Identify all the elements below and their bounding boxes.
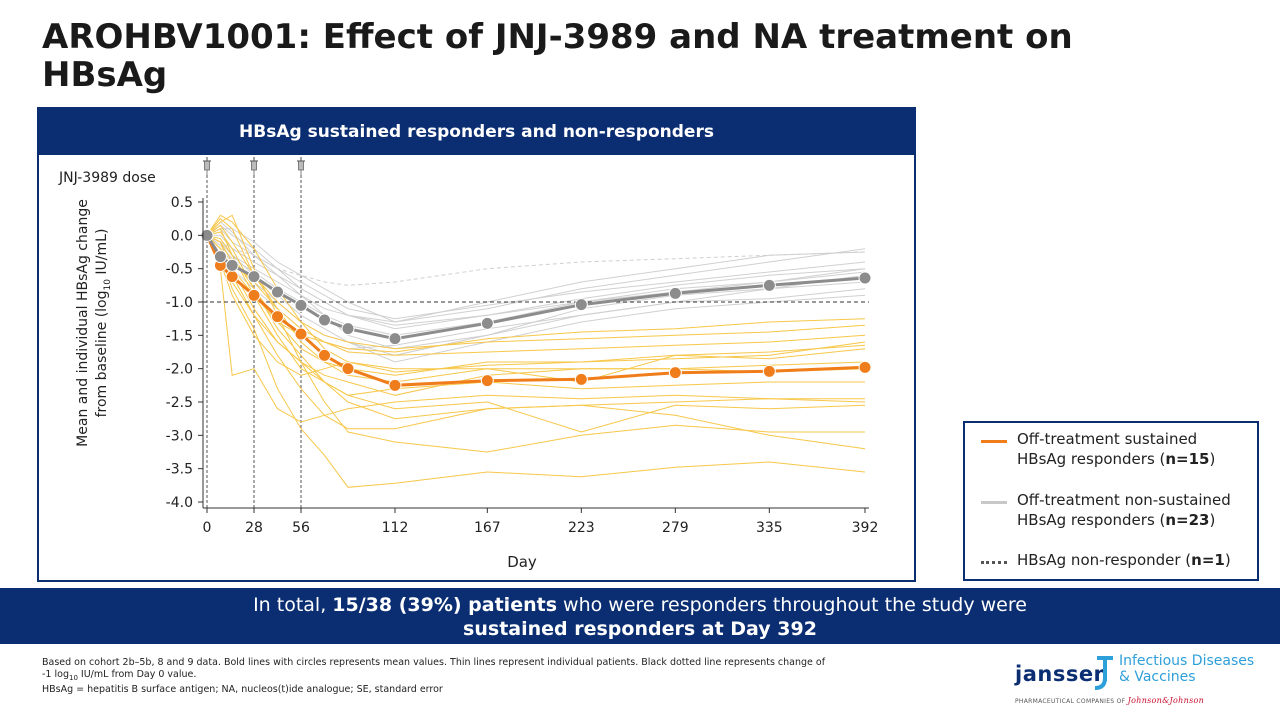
mean-non-sustained-point (341, 322, 355, 336)
individual-non-responder-dashed-line (206, 234, 866, 286)
x-tick-label: 167 (474, 520, 501, 536)
individual-responder-line (206, 231, 866, 376)
syringe-icon (297, 157, 305, 175)
x-tick-label: 0 (203, 520, 212, 536)
legend-item-non-sustained: Off-treatment non-sustained HBsAg respon… (981, 490, 1231, 530)
y-tick-label: -2.5 (166, 395, 193, 411)
mean-responder-point (294, 327, 308, 341)
mean-non-sustained-point (294, 298, 308, 312)
x-axis-label: Day (507, 553, 537, 571)
mean-responder-point (388, 378, 402, 392)
legend-item-responders: Off-treatment sustained HBsAg responders… (981, 429, 1215, 469)
individual-responder-line (206, 214, 865, 453)
mean-responder-line (205, 234, 866, 387)
footnote-line1: Based on cohort 2b–5b, 8 and 9 data. Bol… (42, 657, 826, 668)
mean-responder-point (247, 288, 261, 302)
mean-responder-point (225, 270, 239, 284)
legend-nonresp-label: HBsAg non-responder (n=1) (1017, 551, 1231, 569)
x-tick-label: 56 (292, 520, 310, 536)
janssen-logo: janssen Infectious Diseases & Vaccines P… (1015, 652, 1265, 712)
individual-responder-line (206, 217, 866, 383)
legend-swatch-non-sustained (981, 501, 1007, 504)
footnote-line3: HBsAg = hepatitis B surface antigen; NA,… (42, 683, 443, 695)
mean-non-sustained-point (762, 278, 776, 292)
mean-non-sustained-point (668, 286, 682, 300)
individual-responder-line (206, 235, 866, 423)
individual-responder-line (206, 235, 865, 420)
x-tick-label: 28 (245, 520, 263, 536)
panel-header: HBsAg sustained responders and non-respo… (39, 109, 914, 155)
mean-responder-point (668, 366, 682, 380)
footnote-line2: -1 log10 IU/mL from Day 0 value. (42, 669, 197, 682)
mean-non-sustained-point (213, 250, 227, 264)
mean-non-sustained-point (271, 285, 284, 299)
y-tick-label: 0.0 (171, 228, 193, 244)
y-tick-label: -1.5 (166, 328, 193, 344)
syringe-icon (250, 157, 258, 175)
individual-non-responder-line (206, 228, 866, 323)
logo-division: Infectious Diseases & Vaccines (1119, 653, 1255, 685)
chart-panel: HBsAg sustained responders and non-respo… (37, 107, 916, 582)
logo-tagline: PHARMACEUTICAL COMPANIES OF Johnson&John… (1015, 696, 1205, 705)
y-tick-label: 0.5 (171, 195, 193, 211)
y-tick-label: -3.5 (166, 462, 193, 478)
mean-responder-point (480, 374, 494, 388)
mean-non-sustained-point (858, 271, 872, 285)
banner-bold-2: sustained responders at Day 392 (463, 618, 817, 640)
legend-swatch-responders (981, 440, 1007, 443)
individual-responder-line (206, 214, 866, 373)
hbsag-line-chart: JNJ-3989 dose 0.5 0.0 -0.5 -1.0 -1.5 -2.0 -2.5… (58, 157, 879, 571)
mean-responder-point (271, 310, 284, 324)
mean-responder-point (341, 362, 355, 376)
x-tick-label: 392 (852, 520, 879, 536)
logo-brand: janssen (1015, 662, 1110, 686)
legend-item-non-responder: HBsAg non-responder (n=1) (981, 550, 1231, 570)
y-tick-label: -4.0 (166, 495, 193, 511)
footnote: Based on cohort 2b–5b, 8 and 9 data. Bol… (42, 657, 942, 696)
y-tick-label: -2.0 (166, 362, 193, 378)
individual-non-responder-line (206, 224, 866, 326)
banner-text-pre: In total, (253, 594, 333, 616)
individual-responder-line (206, 224, 866, 350)
mean-responder-point (858, 360, 872, 374)
mean-responder-point (762, 364, 776, 378)
mean-responder-point (318, 348, 331, 362)
x-tick-label: 223 (568, 520, 595, 536)
legend-swatch-non-responder (981, 561, 1007, 564)
x-tick-label: 279 (662, 520, 689, 536)
individual-non-responder-line (206, 234, 866, 323)
banner-text-mid: who were responders throughout the study… (557, 594, 1027, 616)
mean-non-sustained-point (318, 313, 331, 327)
individual-responder-line (206, 235, 866, 488)
mean-non-sustained-point (388, 332, 402, 346)
page-title: AROHBV1001: Effect of JNJ-3989 and NA tr… (42, 17, 1073, 95)
legend-responders-line2: HBsAg responders (n=15) (1017, 450, 1216, 468)
legend-non-line2: HBsAg responders (n=23) (1017, 511, 1216, 529)
mean-non-sustained-point (225, 258, 239, 272)
y-axis-label: Mean and individual HBsAg change from bas… (75, 199, 113, 447)
mean-non-sustained-point (574, 298, 588, 312)
y-tick-label: -1.0 (166, 295, 193, 311)
x-tick-label: 112 (382, 520, 409, 536)
banner-bold-1: 15/38 (39%) patients (332, 594, 557, 616)
dose-label: JNJ-3989 dose (58, 170, 156, 186)
janssen-mark-icon (1094, 656, 1113, 690)
legend-responders-line1: Off-treatment sustained (1017, 430, 1198, 448)
mean-responder-point (574, 372, 588, 386)
mean-non-sustained-point (480, 316, 494, 330)
chart-legend: Off-treatment sustained HBsAg responders… (963, 421, 1259, 581)
individual-non-responder-line (206, 234, 866, 363)
legend-non-line1: Off-treatment non-sustained (1017, 491, 1231, 509)
summary-banner: In total, 15/38 (39%) patients who were … (0, 588, 1280, 644)
x-tick-label: 335 (756, 520, 783, 536)
y-tick-label: -3.0 (166, 428, 193, 444)
syringe-icon (203, 157, 211, 175)
mean-non-sustained-point (247, 270, 261, 284)
y-tick-label: -0.5 (166, 262, 193, 278)
